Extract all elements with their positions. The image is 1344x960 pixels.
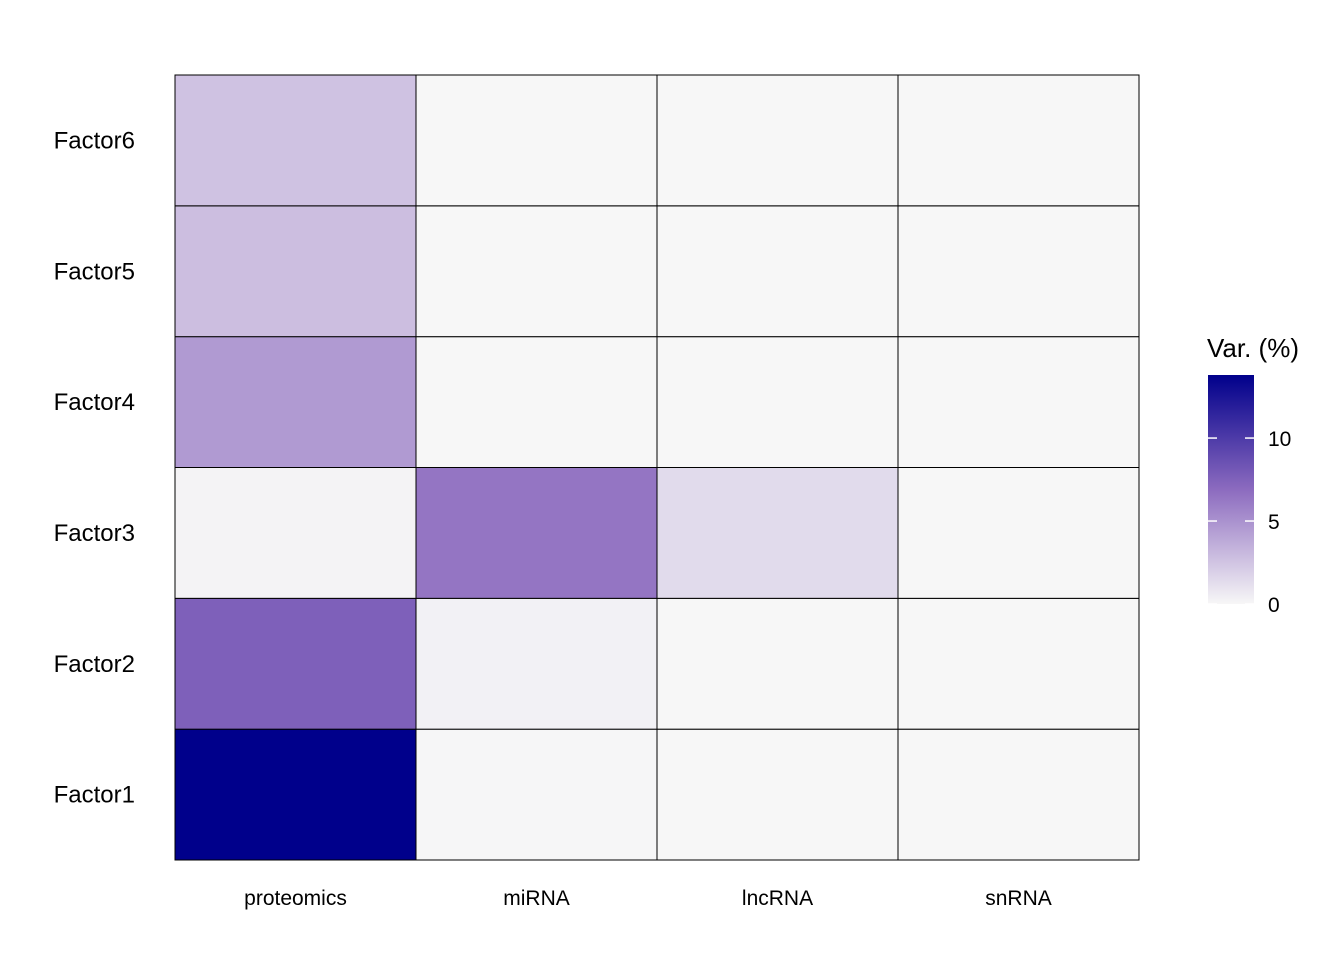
heatmap-cell-factor2-proteomics <box>174 597 417 730</box>
heatmap-cell-factor3-snrna <box>897 467 1140 599</box>
x-tick-label-lncrna: lncRNA <box>742 887 813 910</box>
heatmap-cell-factor6-proteomics <box>174 74 417 207</box>
y-tick-label-factor2: Factor2 <box>54 651 135 678</box>
heatmap-cell-factor5-snrna <box>897 205 1140 338</box>
x-tick-label-mirna: miRNA <box>503 887 570 910</box>
x-tick-label-proteomics: proteomics <box>244 887 347 910</box>
heatmap-cells <box>174 74 1140 861</box>
heatmap-cell-factor3-lncrna <box>656 467 899 599</box>
y-axis-labels: Factor1 Factor2 Factor3 Factor4 Factor5 Facto… <box>54 127 135 808</box>
y-tick-label-factor5: Factor5 <box>54 258 135 285</box>
legend-tick-label-0: 0 <box>1268 594 1280 617</box>
heatmap-cell-factor2-lncrna <box>656 597 899 730</box>
heatmap-cell-factor4-lncrna <box>656 336 899 468</box>
legend-tick-label-5: 5 <box>1268 511 1280 534</box>
heatmap-cell-factor6-mirna <box>415 74 658 207</box>
heatmap-cell-factor6-snrna <box>897 74 1140 207</box>
legend-ticks: 0 5 10 <box>1208 428 1291 617</box>
heatmap-cell-factor1-proteomics <box>174 728 417 861</box>
y-tick-label-factor3: Factor3 <box>54 520 135 547</box>
heatmap-cell-factor2-snrna <box>897 597 1140 730</box>
heatmap-cell-factor1-snrna <box>897 728 1140 861</box>
heatmap-cell-factor3-proteomics <box>174 467 417 599</box>
heatmap-cell-factor5-proteomics <box>174 205 417 338</box>
x-tick-label-snrna: snRNA <box>985 887 1052 910</box>
heatmap-cell-factor4-mirna <box>415 336 658 468</box>
heatmap-cell-factor1-mirna <box>415 728 658 861</box>
heatmap-cell-factor5-lncrna <box>656 205 899 338</box>
legend-tick-label-10: 10 <box>1268 428 1291 451</box>
legend-title: Var. (%) <box>1207 333 1299 363</box>
heatmap-cell-factor5-mirna <box>415 205 658 338</box>
legend-colorbar <box>1208 375 1254 604</box>
y-tick-label-factor1: Factor1 <box>54 782 135 809</box>
heatmap-cell-factor2-mirna <box>415 597 658 730</box>
color-legend: Var. (%) 0 5 10 <box>1207 333 1299 617</box>
heatmap-cell-factor4-proteomics <box>174 336 417 468</box>
y-tick-label-factor6: Factor6 <box>54 127 135 154</box>
heatmap-cell-factor6-lncrna <box>656 74 899 207</box>
y-tick-label-factor4: Factor4 <box>54 389 135 416</box>
heatmap-cell-factor1-lncrna <box>656 728 899 861</box>
x-axis-labels: proteomics miRNA lncRNA snRNA <box>244 887 1052 910</box>
heatmap-cell-factor4-snrna <box>897 336 1140 468</box>
heatmap-cell-factor3-mirna <box>415 467 658 599</box>
